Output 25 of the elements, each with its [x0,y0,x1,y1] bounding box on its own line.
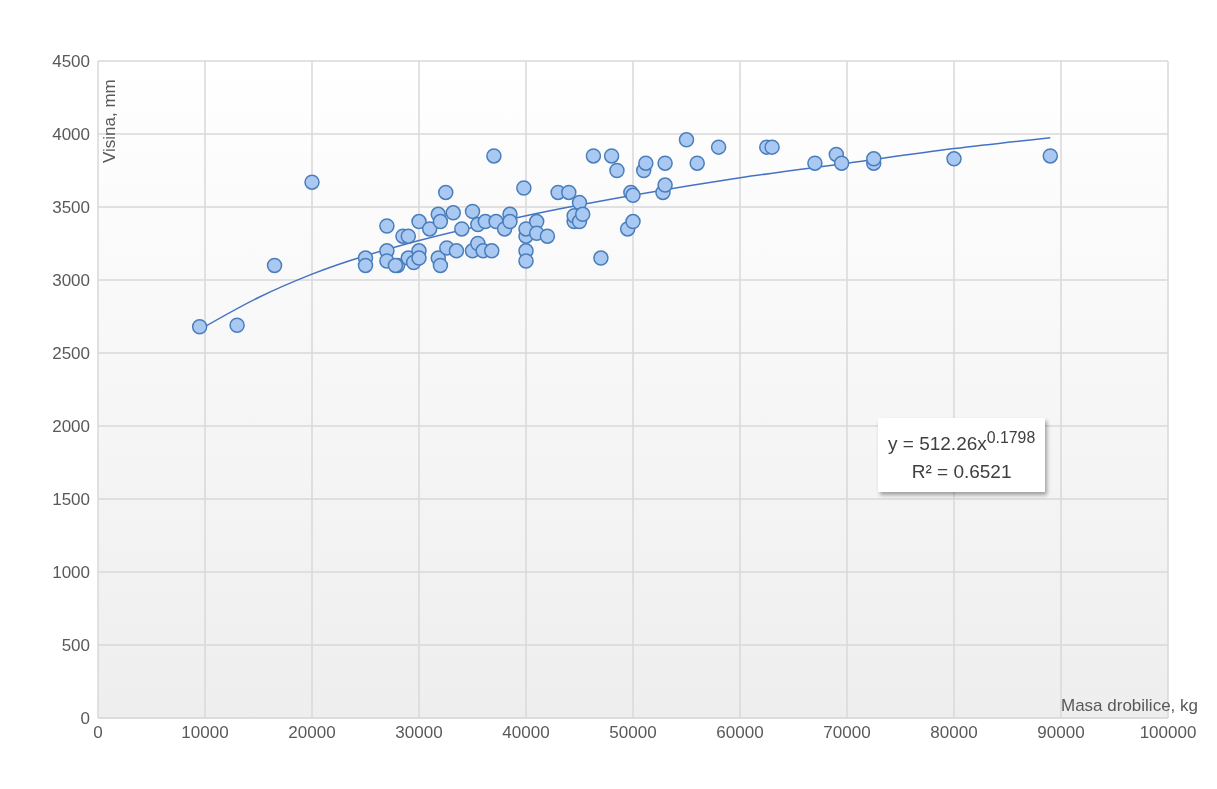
y-tick-label: 4000 [52,125,90,145]
y-tick-label: 0 [80,709,90,729]
x-tick-label: 0 [93,723,103,743]
x-tick-label: 30000 [395,723,443,743]
x-tick-label: 40000 [502,723,550,743]
x-axis-title: Masa drobilice, kg [1060,696,1198,716]
y-tick-label: 1000 [52,563,90,583]
x-tick-label: 70000 [823,723,871,743]
y-tick-label: 500 [61,636,90,656]
y-tick-label: 4500 [52,52,90,72]
x-tick-label: 10000 [181,723,229,743]
x-tick-label: 60000 [716,723,764,743]
y-tick-label: 3000 [52,271,90,291]
x-tick-label: 90000 [1037,723,1085,743]
annotation: y = 512.26x$^{0.1798}$ [888,428,1036,457]
x-tick-label: 20000 [288,723,336,743]
y-tick-label: 2000 [52,417,90,437]
x-tick-label: 100000 [1139,723,1197,743]
y-axis-title: Visina, mm [100,79,120,163]
annotation: R² = 0.6521 [910,460,1013,485]
y-tick-label: 3500 [52,198,90,218]
x-tick-label: 80000 [930,723,978,743]
y-tick-label: 2500 [52,344,90,364]
x-tick-label: 50000 [609,723,657,743]
y-tick-label: 1500 [52,490,90,510]
